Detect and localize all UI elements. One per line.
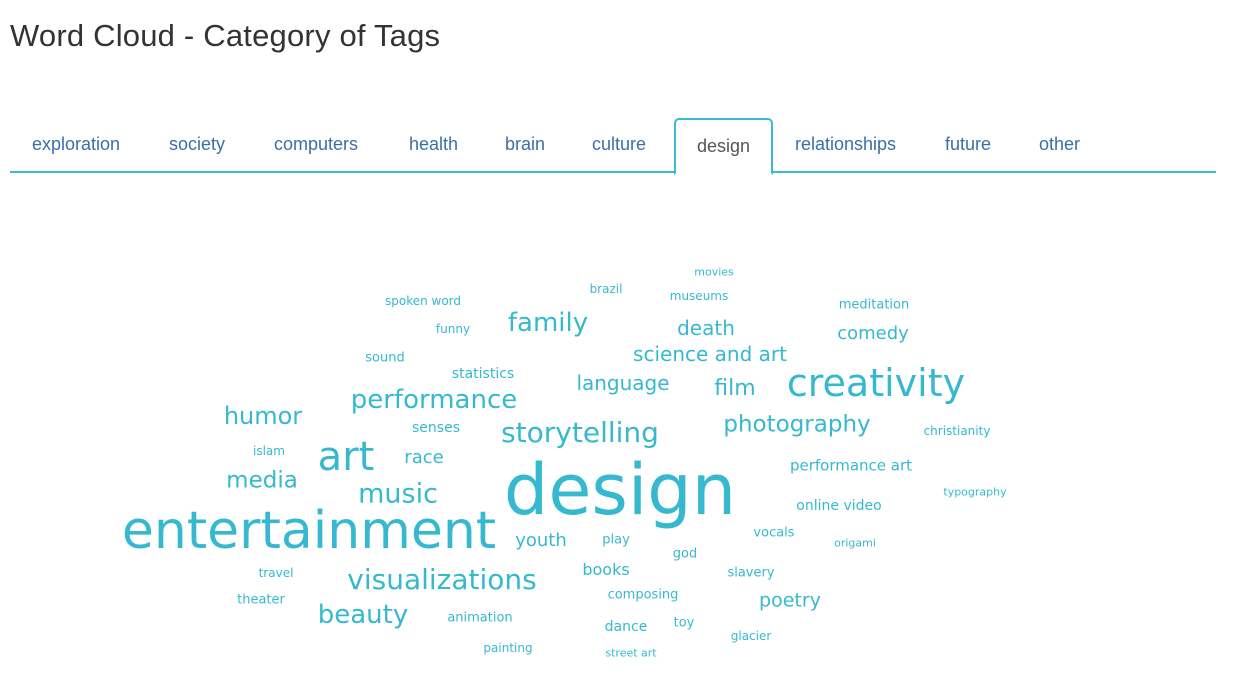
cloud-word-typography[interactable]: typography bbox=[943, 485, 1007, 499]
cloud-word-theater[interactable]: theater bbox=[237, 592, 285, 608]
tab-health[interactable]: health bbox=[409, 134, 459, 154]
cloud-word-science-and-art[interactable]: science and art bbox=[633, 342, 787, 366]
cloud-word-photography[interactable]: photography bbox=[723, 411, 871, 438]
cloud-word-beauty[interactable]: beauty bbox=[317, 600, 409, 630]
cloud-word-race[interactable]: race bbox=[404, 447, 444, 468]
cloud-word-creativity[interactable]: creativity bbox=[786, 361, 966, 405]
cloud-word-glacier[interactable]: glacier bbox=[730, 629, 772, 643]
cloud-word-islam[interactable]: islam bbox=[253, 444, 285, 458]
tab-society[interactable]: society bbox=[169, 134, 226, 154]
cloud-word-dance[interactable]: dance bbox=[604, 619, 648, 635]
tab-future[interactable]: future bbox=[945, 134, 992, 154]
cloud-word-origami[interactable]: origami bbox=[834, 536, 876, 550]
cloud-word-media[interactable]: media bbox=[226, 467, 298, 494]
cloud-word-animation[interactable]: animation bbox=[447, 610, 513, 626]
tab-computers[interactable]: computers bbox=[274, 134, 359, 154]
cloud-word-online-video[interactable]: online video bbox=[796, 498, 882, 514]
cloud-word-language[interactable]: language bbox=[576, 371, 670, 395]
tab-exploration[interactable]: exploration bbox=[32, 134, 121, 154]
cloud-word-senses[interactable]: senses bbox=[412, 420, 460, 436]
cloud-word-performance-art[interactable]: performance art bbox=[789, 456, 913, 475]
cloud-word-humor[interactable]: humor bbox=[223, 402, 303, 430]
cloud-word-composing[interactable]: composing bbox=[607, 587, 679, 603]
tab-design[interactable]: design bbox=[674, 118, 773, 175]
cloud-word-sound[interactable]: sound bbox=[365, 350, 405, 366]
cloud-word-brazil[interactable]: brazil bbox=[589, 282, 623, 296]
cloud-word-art[interactable]: art bbox=[317, 434, 375, 480]
cloud-word-statistics[interactable]: statistics bbox=[451, 366, 515, 382]
cloud-word-meditation[interactable]: meditation bbox=[838, 297, 910, 313]
tab-other[interactable]: other bbox=[1039, 134, 1081, 154]
cloud-word-storytelling[interactable]: storytelling bbox=[501, 416, 659, 449]
tab-relationships[interactable]: relationships bbox=[795, 134, 897, 154]
cloud-word-youth[interactable]: youth bbox=[515, 530, 567, 551]
page-title: Word Cloud - Category of Tags bbox=[10, 18, 441, 53]
cloud-word-music[interactable]: music bbox=[358, 478, 438, 510]
cloud-word-death[interactable]: death bbox=[677, 316, 735, 340]
cloud-word-spoken-word[interactable]: spoken word bbox=[384, 294, 462, 308]
cloud-word-slavery[interactable]: slavery bbox=[727, 565, 775, 581]
cloud-word-family[interactable]: family bbox=[507, 308, 589, 338]
cloud-word-books[interactable]: books bbox=[582, 560, 630, 579]
cloud-word-poetry[interactable]: poetry bbox=[759, 589, 821, 612]
cloud-word-god[interactable]: god bbox=[672, 546, 698, 562]
cloud-word-play[interactable]: play bbox=[602, 532, 630, 548]
cloud-word-painting[interactable]: painting bbox=[483, 641, 533, 655]
cloud-word-vocals[interactable]: vocals bbox=[753, 525, 795, 541]
cloud-word-design[interactable]: design bbox=[503, 449, 737, 531]
cloud-word-toy[interactable]: toy bbox=[673, 615, 695, 631]
cloud-word-visualizations[interactable]: visualizations bbox=[347, 563, 537, 596]
tab-bar: exploration society computers health bra… bbox=[10, 118, 1216, 175]
tab-culture[interactable]: culture bbox=[592, 134, 647, 154]
cloud-word-street-art[interactable]: street art bbox=[605, 646, 657, 660]
cloud-word-travel[interactable]: travel bbox=[258, 566, 294, 580]
cloud-word-performance[interactable]: performance bbox=[350, 385, 518, 415]
cloud-word-movies[interactable]: movies bbox=[694, 265, 734, 279]
cloud-word-film[interactable]: film bbox=[714, 376, 756, 401]
cloud-word-funny[interactable]: funny bbox=[435, 322, 471, 336]
tab-brain[interactable]: brain bbox=[505, 134, 546, 154]
cloud-word-museums[interactable]: museums bbox=[669, 289, 729, 303]
cloud-word-comedy[interactable]: comedy bbox=[837, 323, 909, 344]
cloud-word-christianity[interactable]: christianity bbox=[923, 424, 991, 438]
cloud-word-entertainment[interactable]: entertainment bbox=[121, 501, 497, 561]
